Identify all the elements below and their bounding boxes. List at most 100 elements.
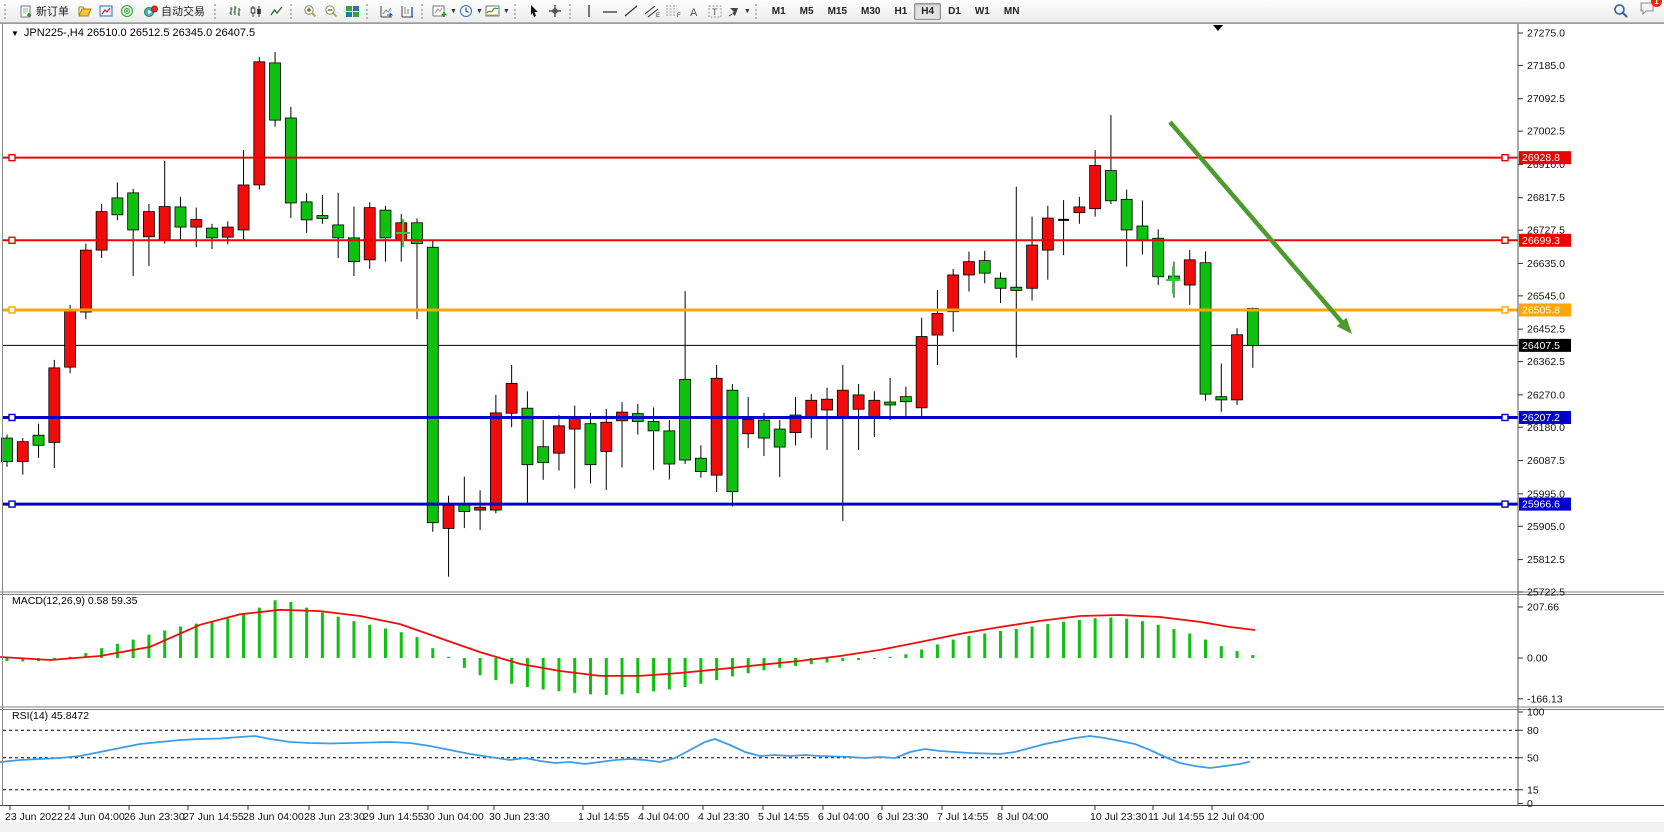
fibonacci-tool-button[interactable]: F: [663, 2, 684, 21]
line-handle[interactable]: [1501, 500, 1509, 508]
timeframe-m1[interactable]: M1: [771, 5, 786, 17]
toolbar-grip[interactable]: [513, 3, 521, 19]
candle-bear: [773, 428, 786, 448]
shapes-tool-button[interactable]: ▼: [726, 2, 752, 21]
cursor-tool-button[interactable]: [524, 2, 545, 21]
toolbar-grip[interactable]: [290, 3, 297, 19]
dropdown-caret: ▼: [743, 7, 751, 15]
sonar-icon: [121, 5, 133, 17]
candle-bear: [411, 222, 423, 245]
chart-background: [0, 24, 1664, 822]
zoom-in-icon: [304, 5, 317, 18]
candlestick-button[interactable]: [245, 2, 266, 21]
line-handle[interactable]: [8, 413, 16, 422]
zoom-in-button[interactable]: [300, 2, 321, 21]
trend-arrow-line[interactable]: [1168, 120, 1349, 330]
line-chart-button[interactable]: [266, 2, 287, 21]
crosshair-tool-button[interactable]: [545, 2, 566, 21]
toolbar-grip[interactable]: [568, 3, 576, 19]
text-tool-button[interactable]: A: [684, 2, 705, 21]
time-tick-label: 24 Jun 04:00: [64, 811, 125, 822]
candle-bear: [1152, 237, 1165, 278]
svg-text:E: E: [656, 13, 660, 18]
timeframe-m5[interactable]: M5: [799, 5, 814, 17]
trendline-tool-button[interactable]: [621, 2, 642, 21]
price-tick-label: 26817.5: [1527, 192, 1565, 204]
zoom-out-icon: [325, 5, 338, 18]
line-handle[interactable]: [8, 236, 16, 244]
line-handle[interactable]: [1501, 236, 1509, 244]
chart-shift-button[interactable]: [397, 2, 418, 21]
price-tick-label: 26452.5: [1527, 324, 1565, 336]
line-handle[interactable]: [1501, 413, 1509, 422]
new-order-label: 新订单: [36, 6, 69, 18]
periods-button[interactable]: ▼: [458, 2, 484, 21]
time-tick-label: 27 Jun 14:55: [183, 811, 244, 822]
candle-bull: [16, 441, 29, 462]
time-tick-label: 28 Jun 23:30: [304, 811, 365, 822]
timeframe-m30[interactable]: M30: [861, 5, 881, 17]
text-label-icon: T: [708, 5, 722, 17]
line-handle[interactable]: [8, 500, 16, 508]
price-tag-label: 25966.6: [1522, 499, 1560, 511]
price-tick-label: 25812.5: [1527, 554, 1565, 566]
toolbar-grip[interactable]: [421, 3, 428, 19]
timeframe-d1[interactable]: D1: [948, 5, 961, 17]
charts-button[interactable]: [96, 2, 117, 21]
profiles-button[interactable]: [75, 2, 96, 21]
toolbar-grip[interactable]: [214, 3, 221, 19]
candle-bull: [852, 394, 865, 410]
notifications-button[interactable]: 1: [1639, 0, 1662, 21]
shift-marker-icon[interactable]: [1213, 25, 1223, 31]
line-handle[interactable]: [1501, 153, 1509, 162]
vertical-line-tool-button[interactable]: [579, 2, 600, 21]
bar-chart-button[interactable]: [224, 2, 245, 21]
time-tick-label: 10 Jul 23:30: [1090, 811, 1147, 822]
candle-bear: [284, 117, 297, 204]
search-icon[interactable]: [1613, 3, 1629, 19]
candle-bear: [899, 396, 912, 403]
trend-arrow-head[interactable]: [1336, 317, 1352, 334]
toolbar-grip[interactable]: [754, 3, 762, 19]
candle-bull: [789, 414, 802, 434]
label-tool-button[interactable]: T: [705, 2, 726, 21]
candle-bull: [489, 412, 502, 511]
candle-bull: [821, 398, 833, 411]
toolbar-grip[interactable]: [366, 3, 373, 19]
candle-bull: [1041, 217, 1054, 251]
candle-bear: [726, 389, 739, 493]
toolbar-grip[interactable]: [4, 3, 11, 19]
candle-bull: [395, 222, 408, 241]
line-handle[interactable]: [8, 306, 16, 314]
indicators-button[interactable]: ▼: [431, 2, 458, 21]
autoscroll-button[interactable]: [376, 2, 397, 21]
channel-tool-button[interactable]: E: [642, 2, 663, 21]
auto-trading-button[interactable]: 自动交易: [138, 2, 211, 21]
candle-bull: [143, 211, 155, 238]
navigator-button[interactable]: [117, 2, 138, 21]
line-handle[interactable]: [1501, 306, 1509, 314]
candle-bear: [978, 260, 991, 274]
zoom-out-button[interactable]: [321, 2, 342, 21]
line-handle[interactable]: [8, 153, 16, 162]
timeframe-mn[interactable]: MN: [1003, 5, 1020, 17]
candle-bear: [1246, 308, 1259, 346]
timeframe-m15[interactable]: M15: [827, 5, 848, 17]
templates-button[interactable]: ▼: [484, 2, 511, 21]
text-icon: A: [690, 7, 698, 18]
candle-bull: [568, 417, 581, 430]
timeframe-h4[interactable]: H4: [914, 2, 942, 20]
time-tick-label: 1 Jul 14:55: [578, 811, 630, 822]
timeframe-w1[interactable]: W1: [974, 5, 990, 17]
horizontal-line-tool-button[interactable]: [600, 2, 621, 21]
candle-bull: [48, 367, 61, 443]
candle-bear: [584, 423, 597, 466]
tile-windows-button[interactable]: [342, 2, 363, 21]
candle-bull: [553, 425, 565, 454]
timeframe-h1[interactable]: H1: [894, 5, 908, 17]
candle-bear: [127, 192, 140, 231]
new-order-button[interactable]: 新订单: [14, 2, 75, 21]
price-tag: [1519, 338, 1571, 352]
chart-quote-strip[interactable]: ▼ JPN225-,H4 26510.0 26512.5 26345.0 264…: [9, 27, 258, 39]
